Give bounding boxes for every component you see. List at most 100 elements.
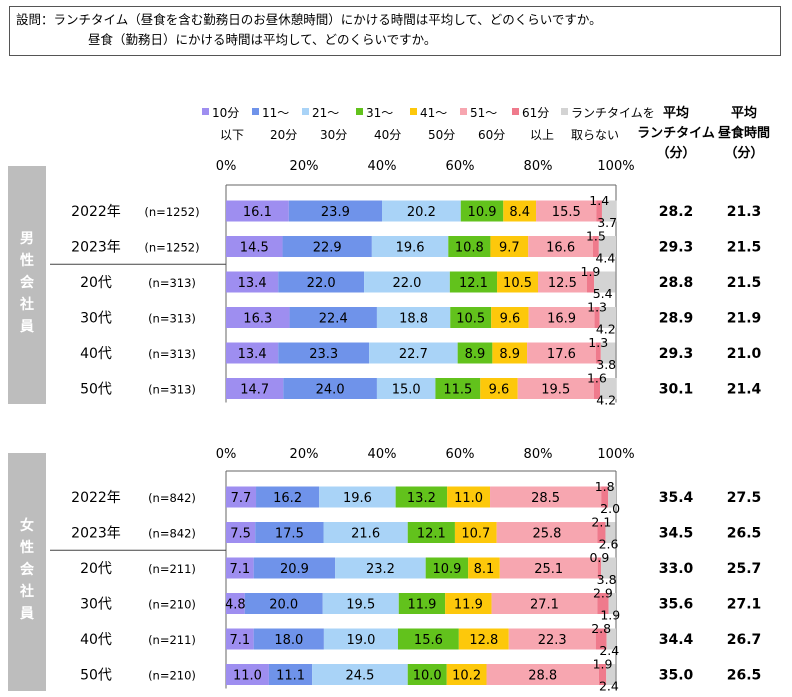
question-line-2: 昼食（勤務日）にかける時間は平均して、どのくらいですか。 xyxy=(88,32,437,47)
side-label-char: 女 xyxy=(20,518,34,534)
bar-data-label: 24.5 xyxy=(345,669,374,684)
axis-tick-label: 20% xyxy=(290,159,319,174)
bar-data-label: 23.2 xyxy=(366,562,395,577)
bar-segment xyxy=(435,378,481,399)
bar-segment xyxy=(450,307,492,328)
bar-data-label: 11.1 xyxy=(276,669,305,684)
bar-data-label: 8.9 xyxy=(499,347,520,362)
legend-label-top: 10分 xyxy=(212,106,239,120)
bar-data-label: 10.2 xyxy=(452,669,481,684)
bar-data-label: 2.9 xyxy=(593,586,613,601)
bar-segment xyxy=(268,664,313,685)
bar-data-label: 9.6 xyxy=(500,312,521,327)
legend-swatch xyxy=(356,108,363,115)
bar-data-label: 7.1 xyxy=(230,633,251,648)
avg-lunch-value: 29.3 xyxy=(659,346,694,362)
bar-data-label: 8.9 xyxy=(465,347,486,362)
bar-data-label: 17.5 xyxy=(275,527,304,542)
legend-swatch xyxy=(460,108,467,115)
bar-segment xyxy=(255,522,324,543)
bar-segment xyxy=(376,378,436,399)
legend-label-bottom: 30分 xyxy=(320,128,347,142)
bar-segment xyxy=(538,271,587,293)
bar-segment xyxy=(319,486,396,508)
side-label-char: 男 xyxy=(20,231,34,247)
bar-segment xyxy=(253,628,324,650)
bar-segment xyxy=(606,664,616,685)
bar-data-label: 11.0 xyxy=(233,669,262,684)
bar-segment xyxy=(486,664,599,685)
bar-segment xyxy=(600,378,617,399)
bar-segment xyxy=(595,342,601,364)
legend-swatch xyxy=(252,108,259,115)
bar-segment xyxy=(323,628,398,650)
axis-tick-label: 0% xyxy=(216,159,237,174)
avg-lunch-value: 34.5 xyxy=(659,526,694,542)
bar-data-label: 1.4 xyxy=(589,193,609,208)
bar-segment xyxy=(407,664,447,685)
row-n-label: (n=1252) xyxy=(144,241,199,255)
bar-segment xyxy=(598,236,616,257)
row-n-label: (n=313) xyxy=(148,312,196,326)
bar-segment xyxy=(608,593,616,614)
bar-data-label: 22.0 xyxy=(392,276,421,291)
avg-meal-value: 21.4 xyxy=(727,382,762,398)
bar-segment xyxy=(226,200,289,222)
bar-segment xyxy=(458,628,509,650)
bar-segment xyxy=(244,593,323,614)
avg-meal-value: 21.5 xyxy=(727,240,762,256)
legend-label-top: ランチタイムを xyxy=(571,106,655,120)
axis-tick-label: 60% xyxy=(446,447,475,462)
bar-segment xyxy=(289,307,377,328)
avg-meal-value: 26.5 xyxy=(727,668,762,684)
bar-data-label: 24.0 xyxy=(316,383,345,398)
avg-lunch-value: 35.6 xyxy=(659,597,694,613)
legend-label-top: 11～ xyxy=(262,106,289,120)
bar-data-label: 18.8 xyxy=(399,312,428,327)
row-label: 2023年 xyxy=(71,240,121,256)
avg-meal-value: 21.9 xyxy=(727,311,762,327)
bar-data-label: 21.6 xyxy=(351,527,380,542)
avg-meal-value: 27.1 xyxy=(727,597,762,613)
row-label: 30代 xyxy=(80,311,112,327)
bar-data-label: 20.2 xyxy=(407,205,436,220)
bar-segment xyxy=(376,307,451,328)
row-label: 30代 xyxy=(80,597,112,613)
column-header-lunch: （分） xyxy=(656,145,695,161)
bar-data-label: 9.6 xyxy=(489,383,510,398)
bar-segment xyxy=(596,200,602,222)
row-label: 50代 xyxy=(80,382,112,398)
row-n-label: (n=842) xyxy=(148,491,196,505)
bar-data-label: 16.9 xyxy=(547,312,576,327)
bar-segment xyxy=(600,342,616,364)
bar-segment xyxy=(323,522,408,543)
avg-meal-value: 21.3 xyxy=(727,204,762,220)
row-label: 20代 xyxy=(80,561,112,577)
bar-data-label: 1.9 xyxy=(581,264,601,279)
bar-data-label: 4.2 xyxy=(596,322,616,337)
bar-data-label: 12.5 xyxy=(548,276,577,291)
bar-segment xyxy=(490,236,529,257)
bar-segment xyxy=(595,628,607,650)
bar-segment xyxy=(226,522,256,543)
legend-label-top: 51～ xyxy=(470,106,497,120)
bar-segment xyxy=(527,342,596,364)
bar-segment xyxy=(407,522,455,543)
bar-data-label: 19.5 xyxy=(541,383,570,398)
bar-data-label: 1.9 xyxy=(593,657,613,672)
avg-lunch-value: 30.1 xyxy=(659,382,694,398)
female-group-label: 女性会社員 xyxy=(8,515,46,625)
column-header-lunch: ランチタイム xyxy=(637,126,715,141)
avg-meal-value: 26.7 xyxy=(727,632,762,648)
bar-data-label: 23.9 xyxy=(321,205,350,220)
bar-segment xyxy=(397,628,459,650)
bar-data-label: 13.4 xyxy=(238,347,267,362)
bar-segment xyxy=(528,307,595,328)
axis-tick-label: 60% xyxy=(446,159,475,174)
bar-segment xyxy=(480,378,518,399)
row-n-label: (n=313) xyxy=(148,276,196,290)
row-n-label: (n=211) xyxy=(148,562,196,576)
bar-segment xyxy=(226,271,279,293)
bar-data-label: 14.5 xyxy=(240,241,269,256)
